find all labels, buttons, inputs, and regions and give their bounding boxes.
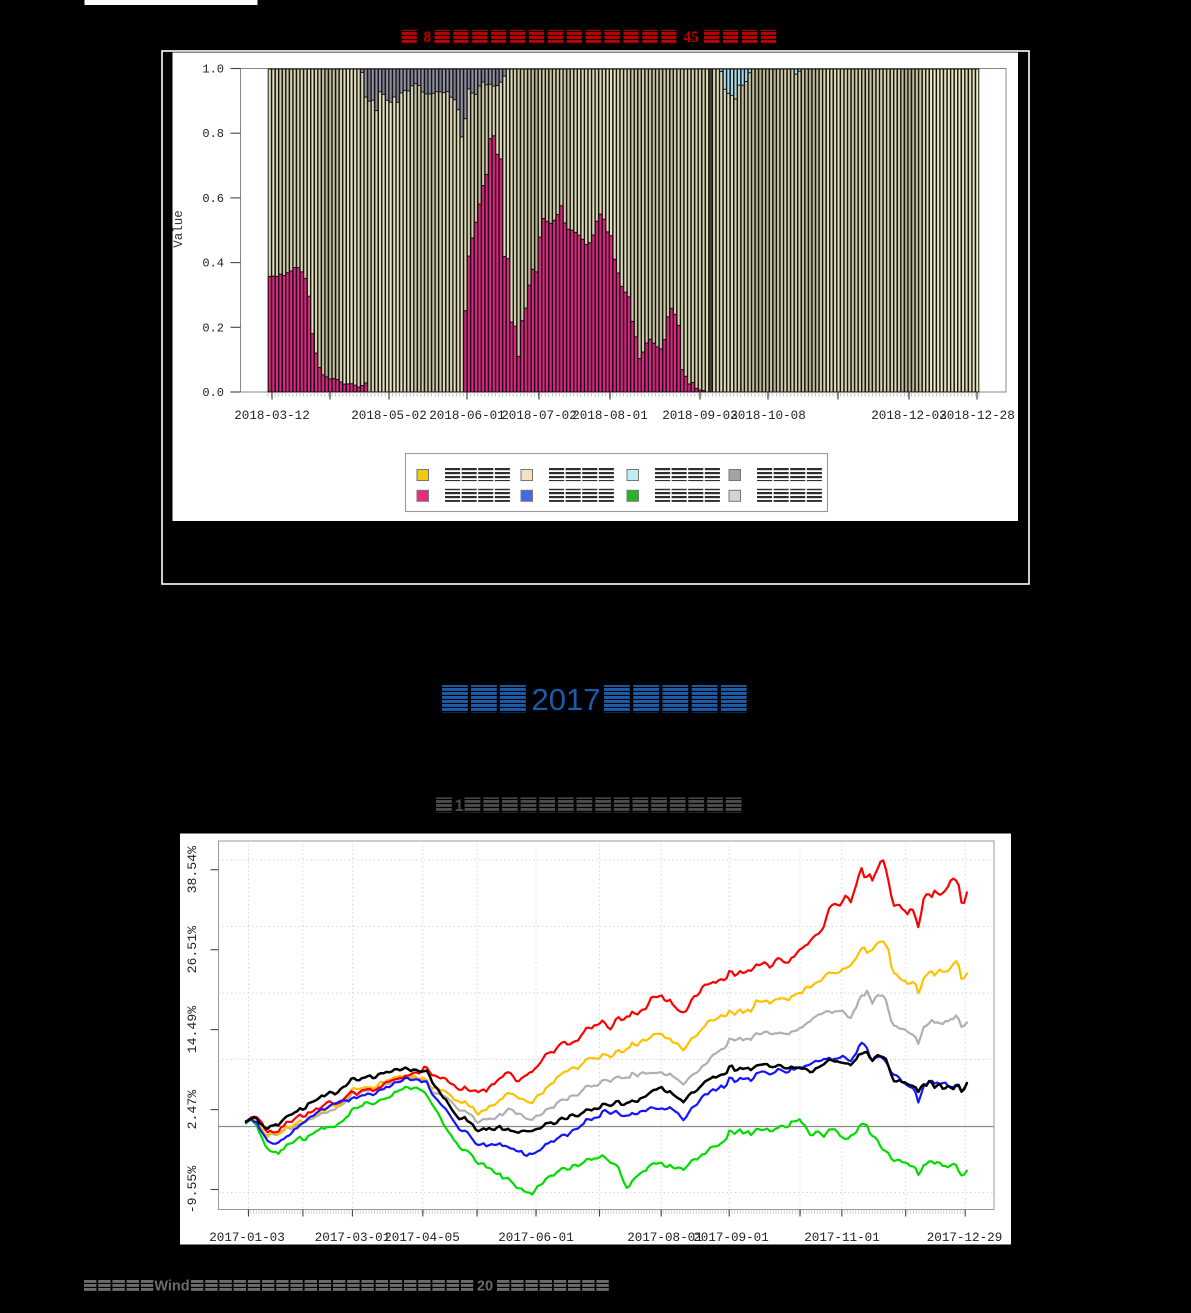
svg-text:0.6: 0.6 (202, 192, 224, 206)
svg-text:2018-05-02: 2018-05-02 (351, 409, 427, 423)
svg-text:2017-03-01: 2017-03-01 (315, 1231, 391, 1245)
svg-text:2.47%: 2.47% (185, 1090, 200, 1130)
svg-text:2018-08-01: 2018-08-01 (572, 409, 648, 423)
svg-text:1: 1 (455, 797, 464, 815)
svg-text:1.0: 1.0 (202, 63, 224, 77)
svg-text:26.51%: 26.51% (185, 926, 200, 974)
svg-text:14.49%: 14.49% (185, 1006, 200, 1054)
svg-text:2017-12-29: 2017-12-29 (927, 1231, 1003, 1245)
svg-text:0.4: 0.4 (202, 257, 224, 271)
svg-text:2018-09-03: 2018-09-03 (662, 409, 738, 423)
svg-text:2018-03-12: 2018-03-12 (234, 409, 310, 423)
svg-text:2017-04-05: 2017-04-05 (384, 1231, 460, 1245)
svg-text:0.8: 0.8 (202, 127, 224, 141)
svg-text:0.2: 0.2 (202, 321, 224, 335)
svg-text:2018-10-08: 2018-10-08 (730, 409, 806, 423)
svg-text:-9.55%: -9.55% (185, 1166, 200, 1214)
svg-text:8: 8 (424, 29, 432, 46)
svg-text:Wind: Wind (154, 1279, 189, 1295)
svg-text:45: 45 (683, 29, 699, 46)
svg-text:0.0: 0.0 (202, 386, 224, 400)
svg-text:2017-09-01: 2017-09-01 (693, 1231, 769, 1245)
svg-text:2017-08-01: 2017-08-01 (627, 1231, 703, 1245)
svg-text:2018-12-03: 2018-12-03 (871, 409, 947, 423)
svg-text:38.54%: 38.54% (185, 846, 200, 894)
svg-text:2017-01-03: 2017-01-03 (209, 1231, 285, 1245)
svg-text:2018-12-28: 2018-12-28 (939, 409, 1015, 423)
svg-text:2017-11-01: 2017-11-01 (804, 1231, 880, 1245)
svg-text:2017: 2017 (532, 682, 601, 717)
svg-text:2018-07-02: 2018-07-02 (501, 409, 577, 423)
svg-text:Value: Value (172, 210, 186, 248)
svg-text:2017-06-01: 2017-06-01 (498, 1231, 574, 1245)
svg-text:20: 20 (477, 1279, 493, 1295)
svg-text:2018-06-01: 2018-06-01 (429, 409, 505, 423)
